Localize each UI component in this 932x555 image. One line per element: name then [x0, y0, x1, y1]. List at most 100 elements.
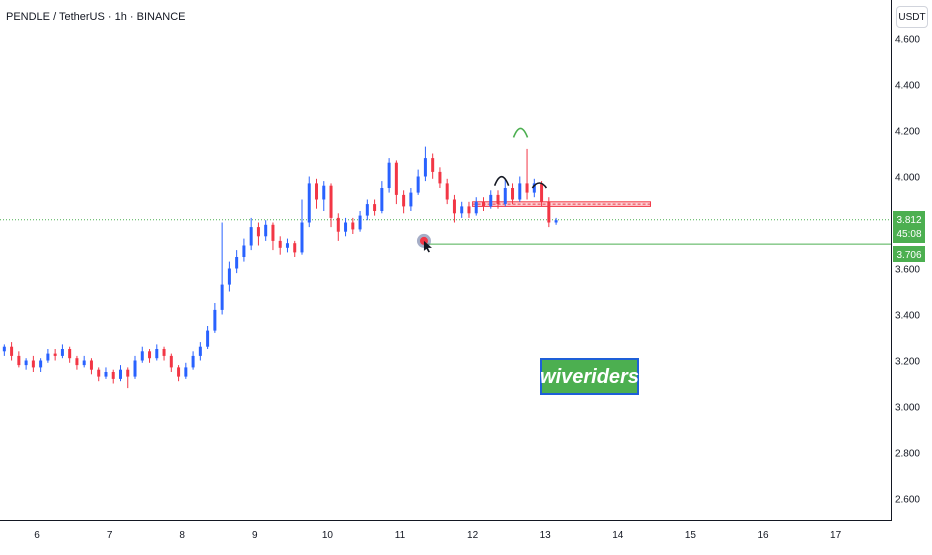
price-tick-label: 3.000 [895, 403, 920, 414]
candle [489, 190, 493, 209]
axes: 2.6002.8003.0003.2003.4003.6003.8004.000… [0, 0, 920, 541]
candle [39, 358, 43, 372]
candle [89, 358, 93, 375]
time-tick-label: 15 [685, 530, 697, 541]
candle [24, 358, 28, 370]
candle [10, 342, 14, 361]
candle [46, 349, 50, 363]
candle [496, 190, 500, 209]
time-tick-label: 13 [540, 530, 552, 541]
candle [387, 158, 391, 193]
price-tick-label: 2.800 [895, 449, 920, 460]
candle [60, 344, 64, 359]
candle [336, 213, 340, 241]
candle [358, 211, 362, 232]
candle [82, 355, 86, 368]
candle [394, 160, 398, 205]
candle [278, 236, 282, 255]
candle [256, 222, 260, 246]
candle [220, 222, 224, 315]
candle [532, 178, 536, 198]
time-tick-label: 10 [322, 530, 334, 541]
candle [148, 349, 152, 363]
candle [285, 238, 289, 253]
candle [293, 240, 297, 257]
time-tick-label: 6 [34, 530, 40, 541]
time-tick-label: 16 [757, 530, 769, 541]
candle [373, 199, 377, 216]
candle [300, 199, 304, 255]
head-arc[interactable] [512, 127, 529, 138]
last-price-value: 3.812 [896, 215, 921, 226]
candle [438, 167, 442, 188]
candle [198, 342, 202, 361]
price-tick-label: 4.600 [895, 35, 920, 46]
candle [518, 176, 522, 202]
watermark-background [540, 358, 639, 395]
candle [511, 183, 515, 205]
price-axis[interactable]: 2.6002.8003.0003.2003.4003.6003.8004.000… [895, 35, 920, 506]
left-shoulder-arc[interactable] [493, 175, 510, 186]
candle [452, 194, 456, 223]
candle [271, 222, 275, 251]
candle [402, 190, 406, 214]
candle [547, 197, 551, 228]
levels [0, 201, 891, 245]
time-axis[interactable]: 6 7 8 9 10 11 12 13 14 15 16 17 [34, 530, 841, 541]
candle [351, 217, 355, 234]
price-tick-label: 3.200 [895, 357, 920, 368]
right-shoulder-arc[interactable] [531, 182, 548, 189]
currency-button[interactable]: USDT [896, 6, 928, 28]
candle [307, 176, 311, 228]
watermark-text: wiveriders [540, 366, 639, 388]
candle [242, 238, 246, 262]
candle [540, 181, 544, 207]
candle [445, 178, 449, 205]
candle [97, 367, 101, 382]
candle [191, 351, 195, 370]
time-tick-label: 14 [612, 530, 624, 541]
candle [315, 178, 319, 209]
candle [2, 344, 6, 356]
support-price-tag: 3.706 [893, 246, 925, 262]
candle [155, 344, 159, 361]
candle [68, 346, 72, 363]
candle [554, 217, 558, 225]
price-tick-label: 4.000 [895, 173, 920, 184]
candle [481, 197, 485, 211]
price-tick-label: 3.400 [895, 311, 920, 322]
candle [344, 217, 348, 237]
time-tick-label: 11 [395, 530, 406, 541]
candle [365, 199, 369, 221]
candle [329, 183, 333, 228]
head-shoulders-pattern[interactable] [493, 127, 548, 189]
target-marker[interactable] [416, 233, 432, 253]
bar-countdown: 45:08 [896, 229, 921, 240]
candle [169, 353, 173, 372]
candle [184, 362, 188, 379]
price-tick-label: 4.400 [895, 81, 920, 92]
candle [467, 201, 471, 218]
candle [118, 365, 122, 382]
candle [503, 178, 507, 207]
candle [249, 217, 253, 251]
cursor-arrow-icon [423, 240, 432, 253]
candle [431, 153, 435, 179]
candle [460, 201, 464, 218]
candle [264, 220, 268, 241]
candle [416, 169, 420, 195]
candle [75, 355, 79, 370]
candle [206, 326, 210, 349]
candle [162, 346, 166, 361]
candle [53, 349, 57, 361]
candle [17, 351, 21, 368]
candle [227, 261, 231, 292]
candle [213, 303, 217, 333]
time-tick-label: 7 [107, 530, 113, 541]
candles [2, 146, 558, 389]
price-tick-label: 2.600 [895, 495, 920, 506]
candle [235, 250, 239, 274]
candle [133, 355, 137, 379]
